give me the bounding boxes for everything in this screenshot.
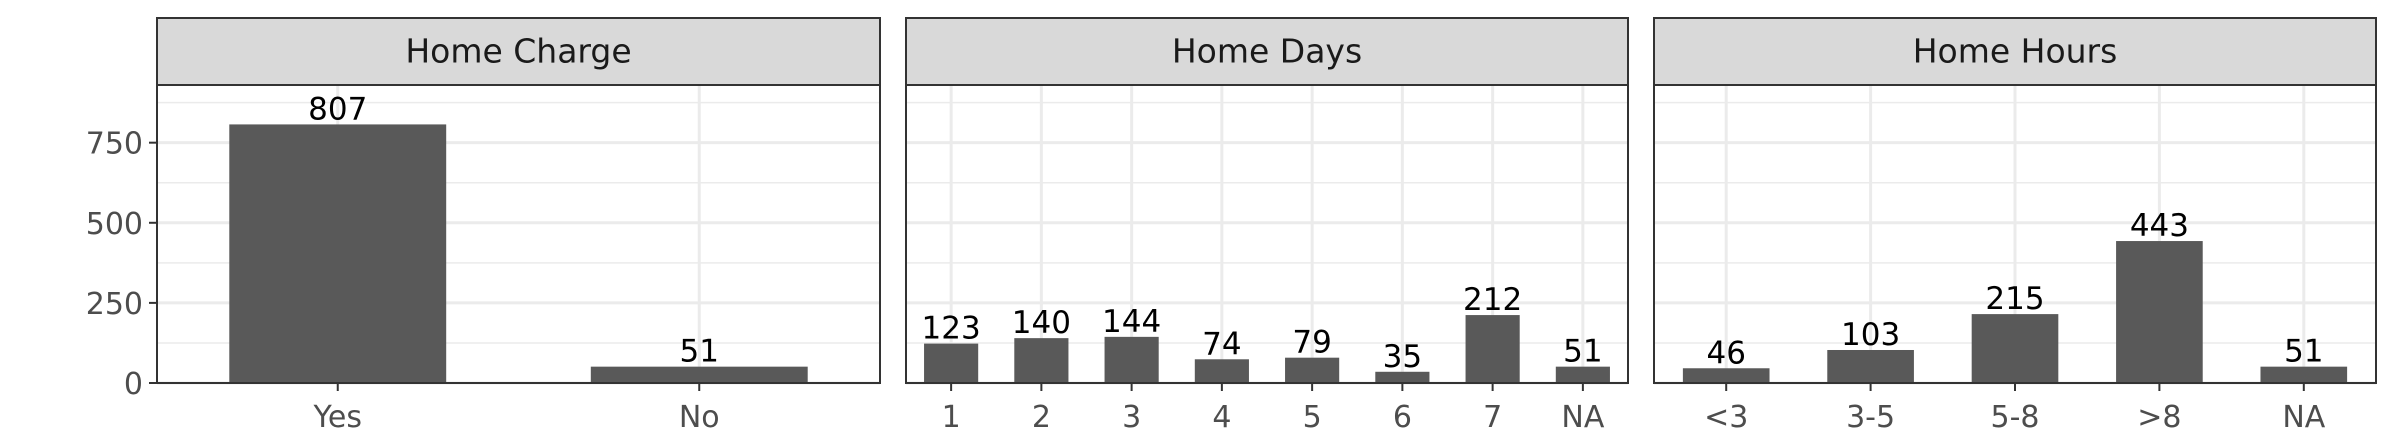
bar-<3 (1682, 368, 1770, 383)
x-tick-label: 2 (1032, 400, 1051, 435)
x-tick-label: NA (2282, 400, 2325, 435)
y-tick-label: 250 (86, 287, 143, 322)
facet-strip-label: Home Days (1172, 32, 1362, 71)
data-label: 51 (1563, 334, 1602, 370)
x-tick-label: 5-8 (1991, 400, 2040, 435)
x-tick-label: 6 (1393, 400, 1412, 435)
x-tick-label: Yes (313, 400, 362, 435)
data-label: 212 (1463, 282, 1522, 318)
bar-6 (1375, 371, 1430, 383)
bar-No (590, 366, 808, 383)
facet-panel-1: 807 51 Home Charge Yes No 0 250 500 750 (86, 17, 881, 435)
bar-1 (924, 343, 979, 383)
facet-strip (1653, 17, 2377, 86)
data-label: 51 (680, 334, 719, 370)
facet-strip-label: Home Hours (1913, 32, 2118, 71)
data-label: 74 (1202, 326, 1241, 362)
facet-strip-label: Home Charge (405, 32, 631, 71)
facet-panel-3: 46 103 215 443 51 Home Hours <3 3-5 5-8 >8 NA (1653, 17, 2377, 435)
data-label: 443 (2130, 208, 2189, 244)
x-tick-label: 3 (1122, 400, 1141, 435)
x-tick-label: 3-5 (1846, 400, 1895, 435)
bar->8 (2116, 241, 2203, 383)
bar-3-5 (1827, 349, 1914, 383)
x-tick-label: <3 (1704, 400, 1748, 435)
x-tick-label: 1 (942, 400, 961, 435)
data-label: 144 (1102, 304, 1161, 340)
data-label: 123 (922, 311, 981, 347)
y-tick-label: 750 (86, 127, 143, 162)
bar-3 (1104, 336, 1159, 383)
data-label: 79 (1292, 325, 1331, 361)
bar-NA (1555, 366, 1610, 383)
data-label: 807 (308, 91, 367, 127)
x-tick-label: NA (1561, 400, 1604, 435)
x-tick-label: 5 (1303, 400, 1322, 435)
x-tick-label: No (679, 400, 720, 435)
data-label: 215 (1985, 281, 2044, 317)
facet-strip (156, 17, 881, 86)
bar-5-8 (1971, 314, 2059, 383)
data-label: 103 (1841, 317, 1900, 353)
y-tick-label: 0 (124, 367, 143, 402)
data-label: 46 (1706, 335, 1745, 371)
bar-5 (1285, 357, 1340, 383)
data-label: 51 (2284, 334, 2323, 370)
bar-7 (1465, 315, 1520, 383)
x-tick-label: >8 (2137, 400, 2181, 435)
data-label: 140 (1012, 305, 1071, 341)
x-tick-label: 4 (1212, 400, 1231, 435)
data-label: 35 (1383, 339, 1422, 375)
y-tick-label: 500 (86, 207, 143, 242)
facet-strip (905, 17, 1629, 86)
bar-2 (1014, 338, 1069, 383)
x-tick-label: 7 (1483, 400, 1502, 435)
bar-NA (2260, 366, 2348, 383)
bar-Yes (229, 124, 447, 383)
bar-4 (1194, 359, 1249, 383)
